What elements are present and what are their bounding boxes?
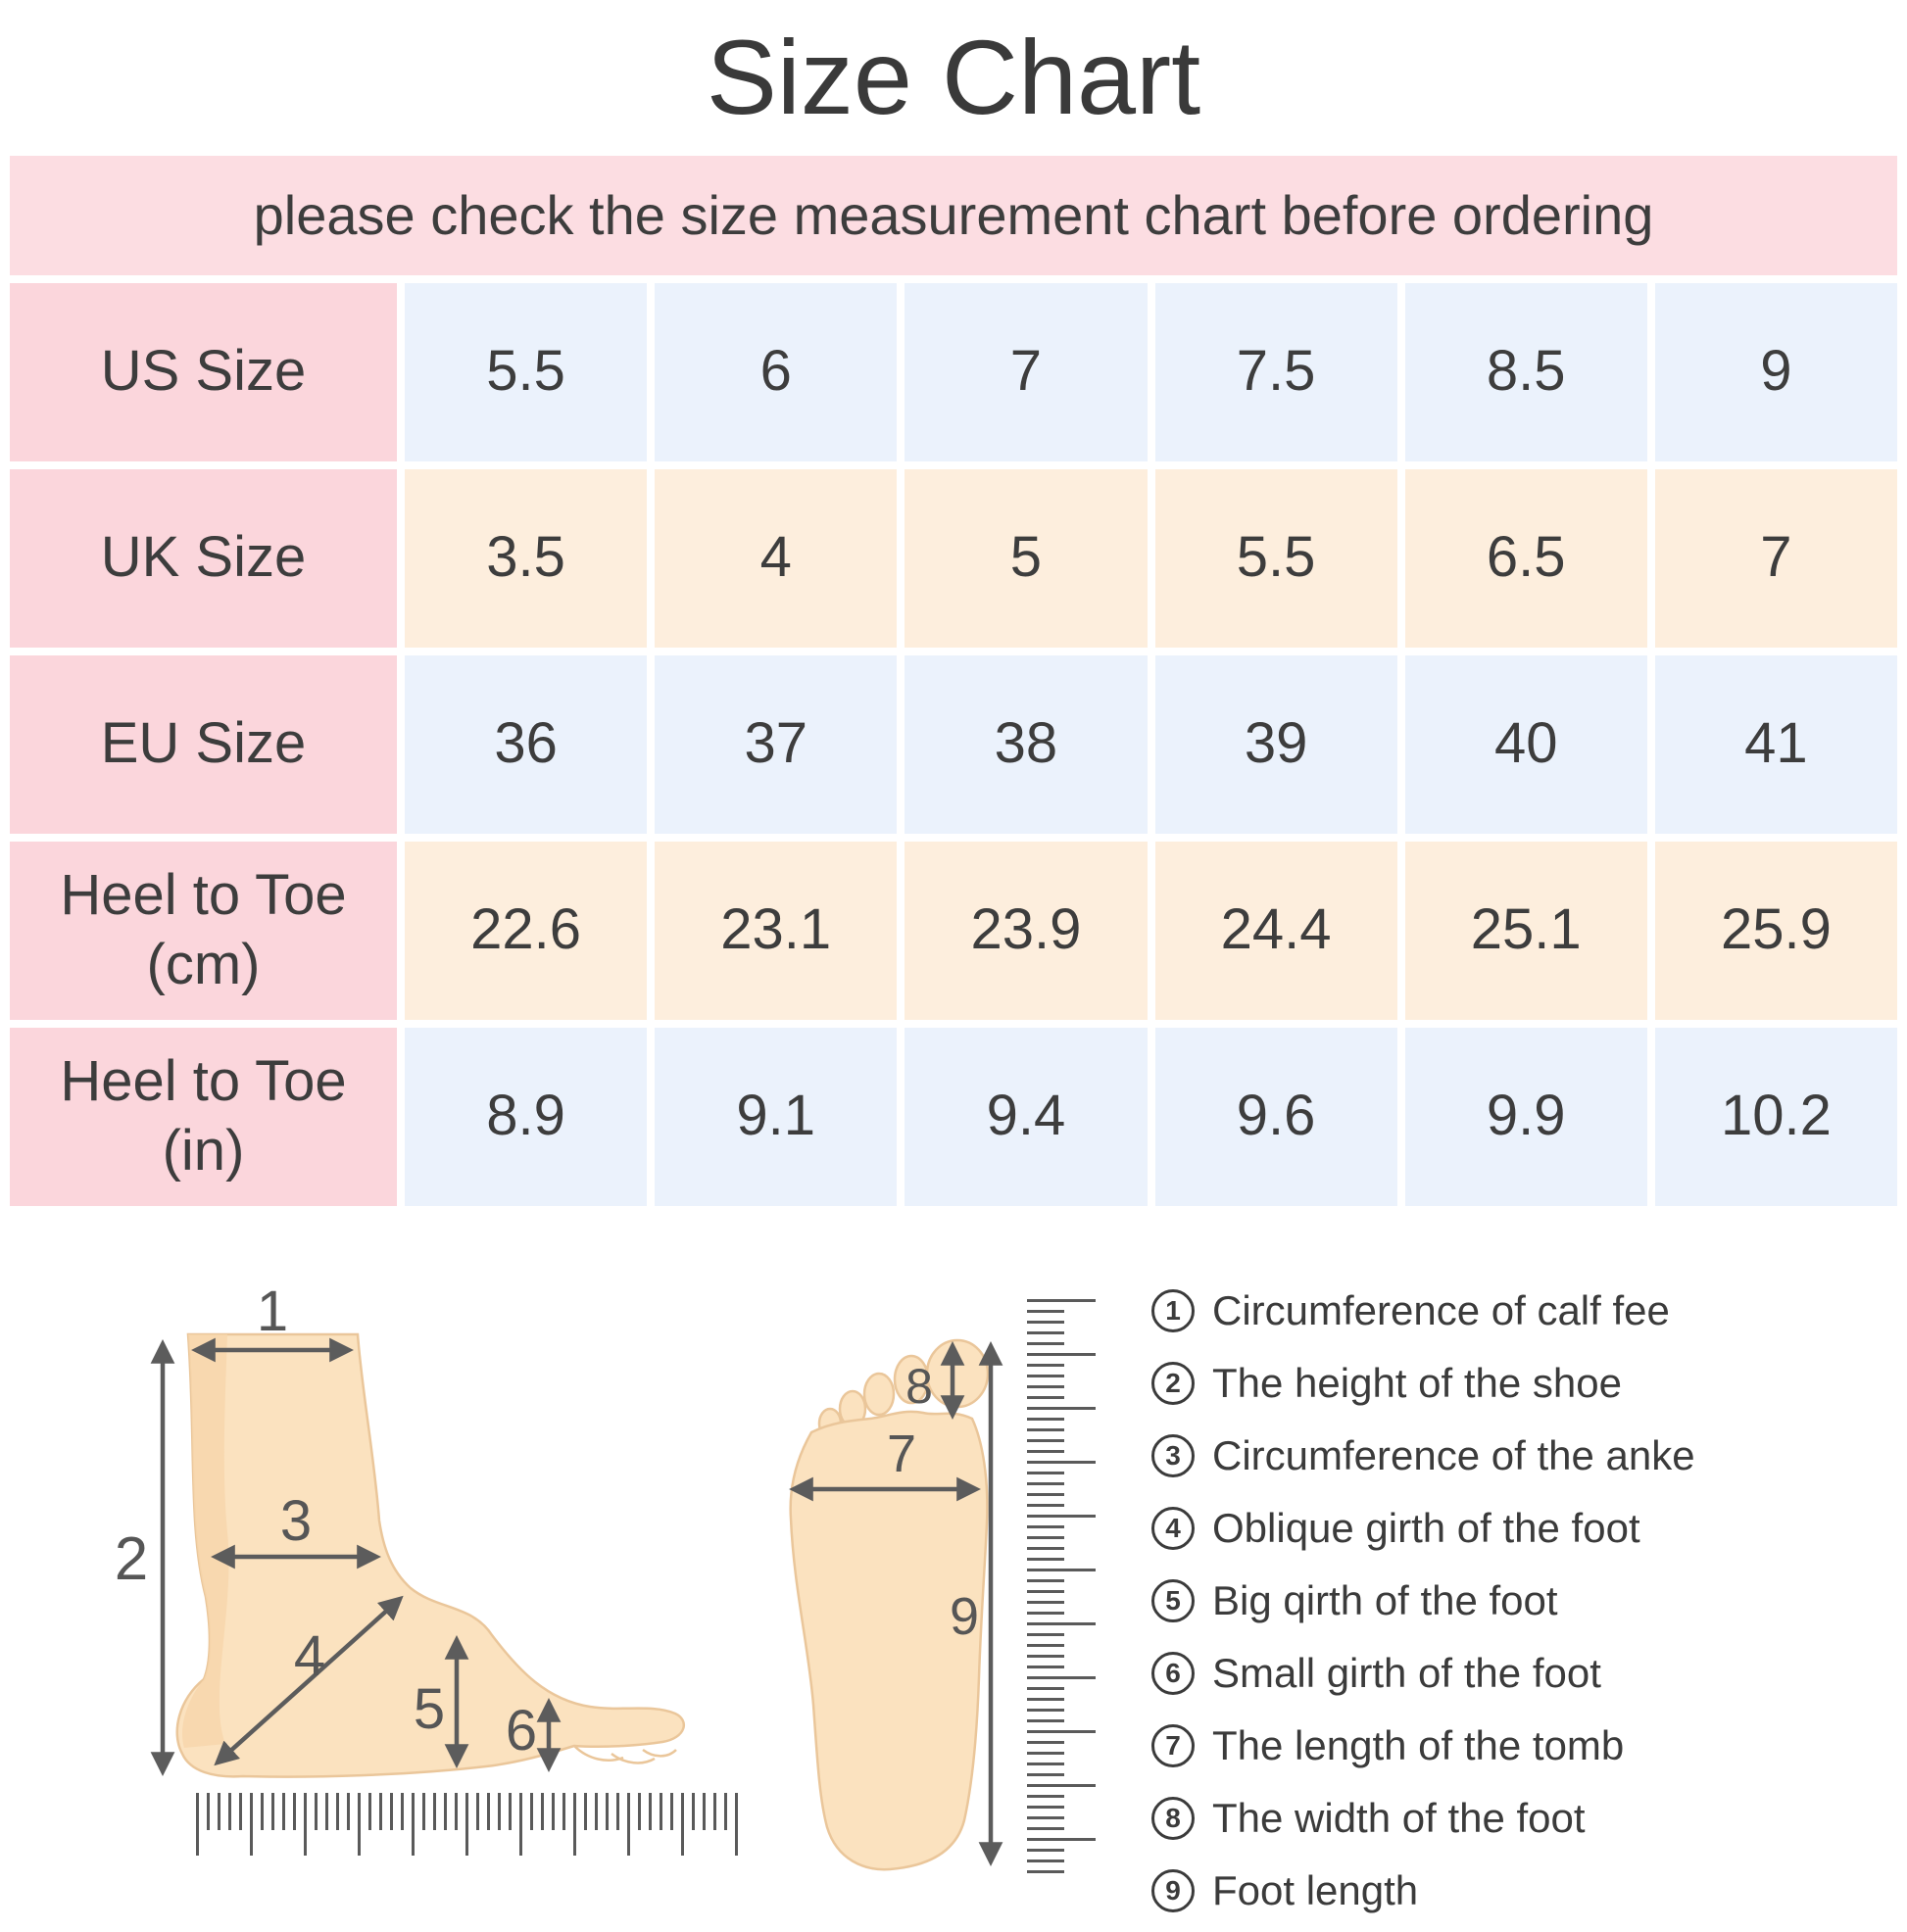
legend-number-badge: 1 [1151, 1289, 1195, 1332]
size-cell: 9 [1654, 282, 1897, 461]
marker-label-1: 1 [257, 1285, 288, 1343]
size-cell: 10.2 [1654, 1027, 1897, 1206]
size-cell: 25.9 [1654, 841, 1897, 1020]
size-cell: 39 [1154, 654, 1397, 834]
size-cell: 7.5 [1154, 282, 1397, 461]
legend-item: 5 Big qirth of the foot [1151, 1577, 1906, 1624]
size-cell: 5 [905, 468, 1148, 648]
legend-text: Circumference of the anke [1212, 1432, 1695, 1478]
legend-number-badge: 8 [1151, 1797, 1195, 1840]
size-cell: 3.5 [405, 468, 648, 648]
size-cell: 6.5 [1404, 468, 1647, 648]
legend-text: Foot length [1212, 1867, 1419, 1913]
row-label: EU Size [10, 654, 397, 834]
size-cell: 7 [905, 282, 1148, 461]
size-cell: 9.6 [1154, 1027, 1397, 1206]
marker-label-5: 5 [414, 1677, 445, 1741]
marker-label-9: 9 [950, 1587, 979, 1646]
size-cell: 38 [905, 654, 1148, 834]
row-label: Heel to Toe (cm) [10, 841, 397, 1020]
legend-item: 9 Foot length [1151, 1867, 1906, 1914]
legend-number-badge: 6 [1151, 1652, 1195, 1695]
legend-text: Big qirth of the foot [1212, 1577, 1558, 1623]
legend-item: 6 Small girth of the foot [1151, 1650, 1906, 1697]
size-table: US Size 5.5 6 7 7.5 8.5 9 UK Size 3.5 4 … [10, 282, 1897, 1206]
marker-label-6: 6 [506, 1699, 537, 1763]
banner-note: please check the size measurement chart … [10, 155, 1897, 275]
legend-number-badge: 5 [1151, 1579, 1195, 1622]
size-cell: 7 [1654, 468, 1897, 648]
size-cell: 8.5 [1404, 282, 1647, 461]
legend-item: 7 The length of the tomb [1151, 1722, 1906, 1769]
size-cell: 24.4 [1154, 841, 1397, 1020]
legend-item: 3 Circumference of the anke [1151, 1432, 1906, 1479]
vertical-ruler [1027, 1299, 1096, 1873]
legend: 1 Circumference of calf fee 2 The height… [1151, 1287, 1906, 1914]
horizontal-ruler [196, 1793, 741, 1856]
measure-arrow-4 [214, 1595, 404, 1766]
legend-text: Circumference of calf fee [1212, 1287, 1670, 1333]
size-cell: 5.5 [405, 282, 648, 461]
foot-sole-view-diagram: 8 7 9 [789, 1338, 1003, 1871]
legend-text: The width of the foot [1212, 1795, 1586, 1841]
size-cell: 41 [1654, 654, 1897, 834]
legend-number-badge: 7 [1151, 1724, 1195, 1767]
size-cell: 9.4 [905, 1027, 1148, 1206]
legend-item: 1 Circumference of calf fee [1151, 1287, 1906, 1334]
legend-text: Small girth of the foot [1212, 1650, 1601, 1696]
row-label: Heel to Toe (in) [10, 1027, 397, 1206]
legend-item: 4 Oblique girth of the foot [1151, 1505, 1906, 1552]
foot-side-view-diagram: 1 2 3 4 5 6 [115, 1285, 686, 1778]
row-label: US Size [10, 282, 397, 461]
legend-text: The length of the tomb [1212, 1722, 1625, 1768]
legend-item: 8 The width of the foot [1151, 1795, 1906, 1842]
size-cell: 22.6 [405, 841, 648, 1020]
size-cell: 37 [655, 654, 898, 834]
size-cell: 5.5 [1154, 468, 1397, 648]
size-cell: 23.9 [905, 841, 1148, 1020]
size-cell: 9.9 [1404, 1027, 1647, 1206]
legend-number-badge: 4 [1151, 1507, 1195, 1550]
foot-sole-illustration [789, 1338, 990, 1871]
legend-text: Oblique girth of the foot [1212, 1505, 1640, 1551]
size-chart-page: { "page": { "title": "Size Chart", "bann… [0, 18, 1907, 1926]
row-label: UK Size [10, 468, 397, 648]
size-cell: 4 [655, 468, 898, 648]
marker-label-7: 7 [887, 1425, 916, 1483]
marker-label-2: 2 [115, 1525, 148, 1593]
size-cell: 9.1 [655, 1027, 898, 1206]
size-cell: 6 [655, 282, 898, 461]
legend-item: 2 The height of the shoe [1151, 1360, 1906, 1407]
size-cell: 40 [1404, 654, 1647, 834]
page-title: Size Chart [706, 18, 1201, 136]
size-cell: 25.1 [1404, 841, 1647, 1020]
legend-number-badge: 9 [1151, 1869, 1195, 1912]
size-cell: 23.1 [655, 841, 898, 1020]
legend-text: The height of the shoe [1212, 1360, 1622, 1406]
legend-number-badge: 3 [1151, 1434, 1195, 1477]
marker-label-8: 8 [905, 1359, 933, 1414]
size-cell: 8.9 [405, 1027, 648, 1206]
size-cell: 36 [405, 654, 648, 834]
marker-label-4: 4 [294, 1624, 325, 1688]
legend-number-badge: 2 [1151, 1362, 1195, 1405]
marker-label-3: 3 [280, 1489, 312, 1553]
